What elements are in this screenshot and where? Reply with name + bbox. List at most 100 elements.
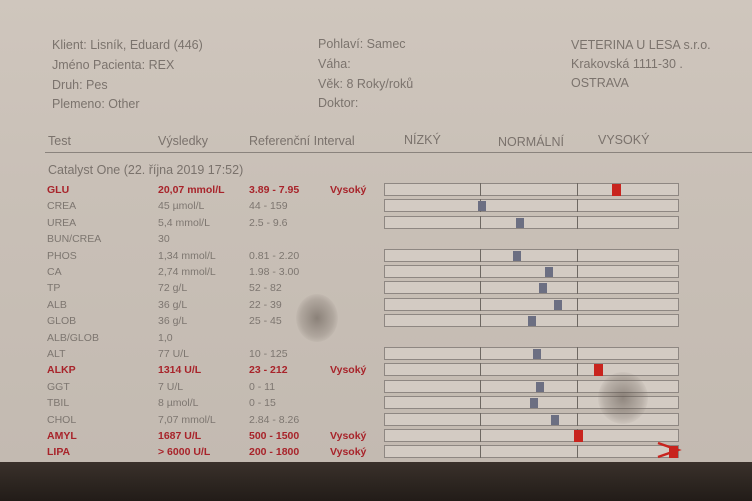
range-gauge (384, 445, 679, 459)
table-row: ALB/GLOB 1,0 (0, 330, 752, 346)
gauge-divider (480, 265, 481, 278)
background-surface (0, 462, 752, 501)
table-row: CA 2,74 mmol/L 1.98 - 3.00 (0, 264, 752, 280)
test-name: PHOS (47, 249, 77, 262)
test-result: 7 U/L (158, 380, 184, 393)
reference-interval: 52 - 82 (249, 282, 282, 295)
gauge-divider (480, 379, 481, 393)
gauge-marker (527, 316, 536, 327)
test-name: LIPA (47, 446, 71, 459)
test-name: AMYL (47, 430, 77, 442)
gauge-divider (480, 412, 481, 426)
range-gauge (384, 215, 679, 229)
header-divider (45, 152, 752, 153)
test-name: ALB (47, 298, 67, 311)
table-row: TP 72 g/L 52 - 82 (0, 280, 752, 296)
test-result: 36 g/L (158, 315, 188, 328)
table-row: CREA 45 µmol/L 44 - 159 (0, 198, 752, 214)
gauge-divider (480, 281, 481, 295)
col-high: VYSOKÝ (598, 133, 650, 147)
table-row: UREA 5,4 mmol/L 2.5 - 9.6 (0, 215, 752, 231)
test-result: 5,4 mmol/L (158, 216, 210, 229)
clinic-street: Krakovská 1111-30 . (571, 57, 683, 71)
test-name: CREA (47, 200, 77, 213)
test-result: 72 g/L (158, 282, 188, 295)
gauge-marker (515, 217, 524, 228)
test-result: 2,74 mmol/L (158, 266, 216, 278)
reference-interval: 500 - 1500 (249, 430, 300, 442)
test-name: GLU (47, 184, 70, 196)
clinic-name: VETERINA U LESA s.r.o. (571, 38, 711, 52)
gauge-marker (477, 201, 486, 212)
range-gauge (384, 297, 679, 311)
range-gauge (384, 183, 679, 196)
table-row: PHOS 1,34 mmol/L 0.81 - 2.20 (0, 248, 752, 264)
test-result: 36 g/L (158, 298, 188, 311)
reference-interval: 1.98 - 3.00 (249, 266, 300, 278)
gauge-divider (480, 363, 481, 377)
gauge-divider (577, 314, 578, 328)
test-name: CA (47, 266, 62, 278)
test-name: ALT (47, 348, 66, 360)
gauge-divider (577, 281, 578, 295)
breed: Plemeno: Other (52, 97, 140, 111)
col-normal: NORMÁLNÍ (498, 135, 564, 149)
weight: Váha: (318, 57, 351, 71)
stain-mark (598, 372, 648, 424)
gauge-marker (611, 184, 621, 196)
test-result: 30 (158, 233, 170, 246)
gauge-marker (536, 381, 545, 392)
arrow-right-icon (657, 441, 682, 459)
test-name: BUN/CREA (47, 233, 102, 246)
gauge-divider (577, 445, 578, 459)
gauge-marker (594, 364, 604, 377)
gauge-divider (480, 396, 481, 410)
gauge-divider (577, 379, 578, 393)
test-name: ALKP (47, 364, 76, 377)
test-name: UREA (47, 216, 77, 229)
gauge-divider (480, 297, 481, 311)
gauge-marker (533, 349, 542, 359)
reference-interval: 23 - 212 (249, 364, 288, 377)
species: Druh: Pes (52, 78, 108, 92)
reference-interval: 10 - 125 (249, 348, 288, 360)
table-row: GLU 20,07 mmol/L 3.89 - 7.95 Vysoký (0, 182, 752, 198)
gauge-divider (577, 412, 578, 426)
gauge-marker (550, 414, 559, 425)
col-reference: Referenční Interval (249, 134, 355, 148)
gauge-marker (553, 299, 562, 310)
gauge-marker (545, 267, 554, 277)
test-result: > 6000 U/L (158, 446, 211, 459)
test-result: 8 µmol/L (158, 397, 199, 410)
range-gauge (384, 314, 679, 328)
test-result: 77 U/L (158, 348, 189, 360)
lab-report-sheet: Klient: Lisník, Eduard (446) Jméno Pacie… (0, 0, 752, 462)
reference-interval: 22 - 39 (249, 298, 282, 311)
col-test: Test (48, 134, 71, 148)
gauge-divider (480, 445, 481, 459)
clinic-city: OSTRAVA (571, 76, 629, 90)
col-results: Výsledky (158, 134, 209, 148)
gauge-divider (480, 314, 481, 328)
gauge-divider (480, 248, 481, 262)
reference-interval: 44 - 159 (249, 200, 288, 213)
range-gauge (384, 199, 679, 213)
gauge-divider (577, 396, 578, 410)
col-low: NÍZKÝ (404, 133, 441, 147)
age: Věk: 8 Roky/roků (318, 77, 414, 91)
patient-name: Jméno Pacienta: REX (52, 58, 175, 72)
test-result: 1,0 (158, 331, 173, 344)
test-result: 20,07 mmol/L (158, 184, 225, 196)
gauge-divider (577, 199, 578, 213)
gauge-divider (577, 297, 578, 311)
reference-interval: 3.89 - 7.95 (249, 184, 300, 196)
range-gauge (384, 363, 679, 377)
gauge-divider (577, 215, 578, 229)
test-result: 1687 U/L (158, 430, 202, 442)
gauge-divider (577, 347, 578, 360)
client-name: Klient: Lisník, Eduard (446) (52, 38, 203, 52)
table-row: ALB 36 g/L 22 - 39 (0, 297, 752, 313)
stain-mark (296, 294, 338, 342)
test-name: TP (47, 282, 61, 295)
flag-text: Vysoký (330, 364, 367, 377)
